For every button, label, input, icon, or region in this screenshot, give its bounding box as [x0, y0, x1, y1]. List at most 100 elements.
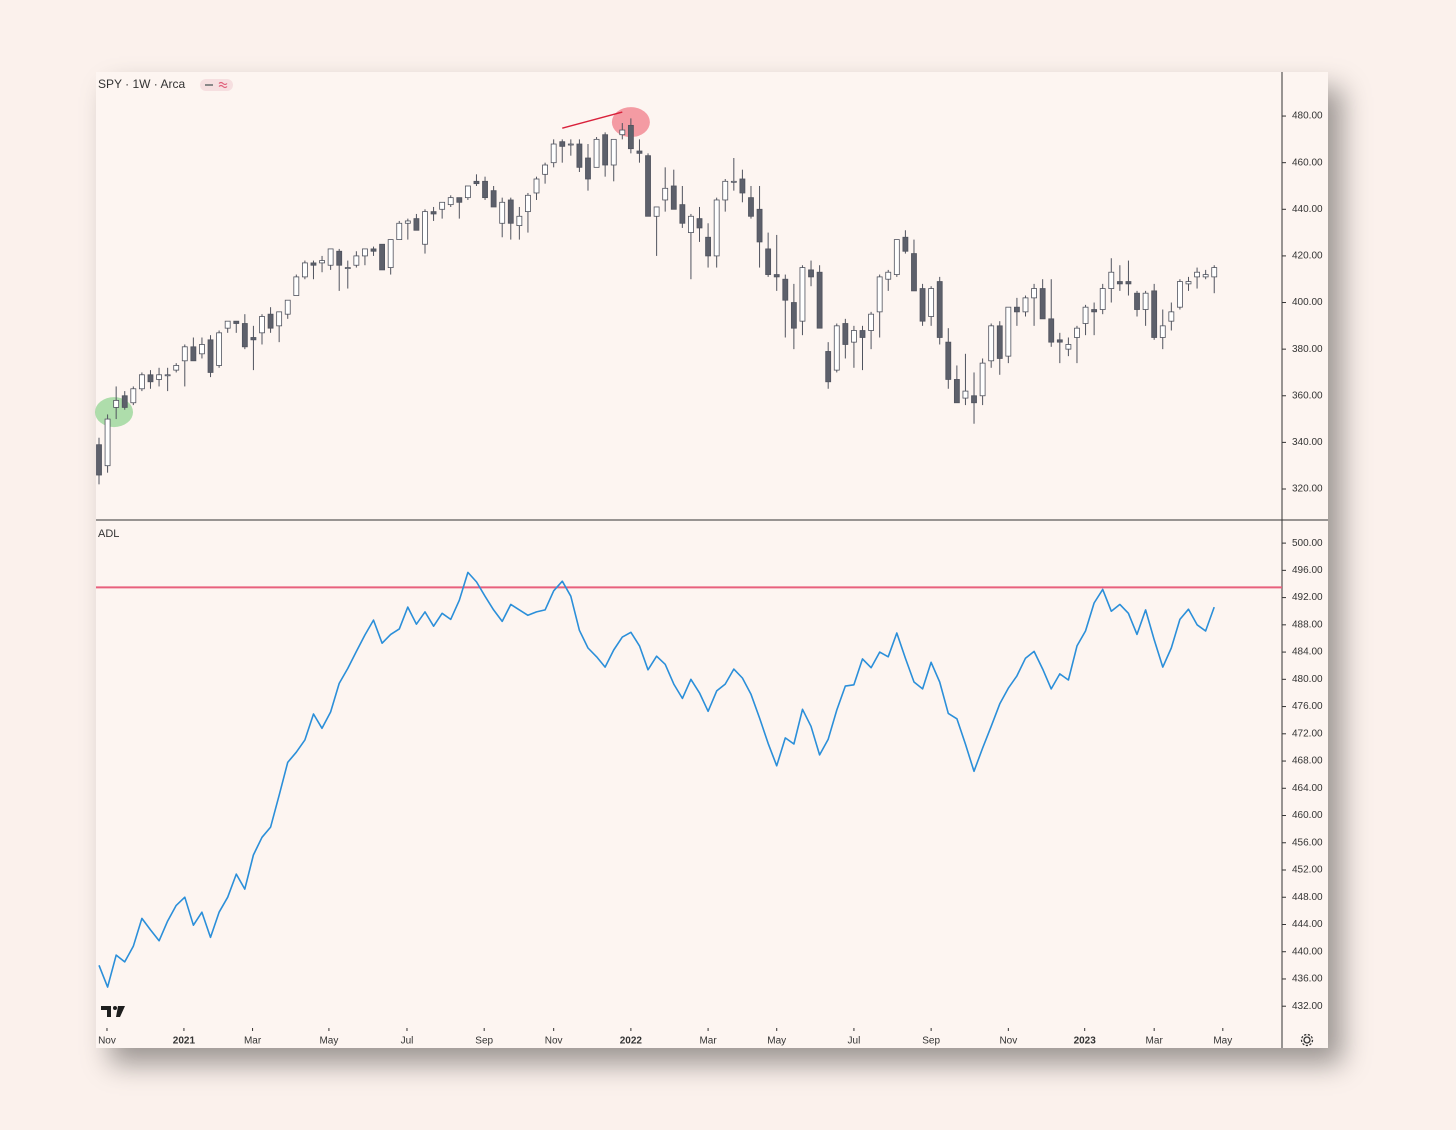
candle-body	[422, 211, 428, 245]
candle-body	[713, 199, 720, 257]
candle-body	[1031, 288, 1037, 299]
y-tick-label: 468.00	[1292, 756, 1323, 767]
candle-body	[344, 267, 351, 269]
candle-body	[799, 267, 806, 322]
candle-body	[499, 201, 506, 224]
x-tick-label: Jul	[401, 1036, 414, 1047]
x-tick-label: May	[319, 1036, 338, 1047]
candle-body	[911, 253, 917, 292]
candle-body	[104, 418, 111, 467]
y-tick-label: 436.00	[1292, 974, 1323, 985]
candle-body	[893, 239, 900, 275]
candle-body	[439, 201, 446, 210]
candle-body	[670, 185, 677, 210]
candle-body	[602, 134, 609, 166]
candle-body	[842, 323, 849, 345]
legend-badge	[200, 79, 233, 91]
candle-body	[336, 250, 343, 266]
candle-body	[825, 351, 832, 383]
candle-body	[173, 365, 180, 371]
candle-body	[276, 311, 283, 327]
candle-body	[516, 215, 523, 227]
candle-body	[216, 332, 223, 366]
y-tick-label: 448.00	[1292, 892, 1323, 903]
y-tick-label: 480.00	[1292, 111, 1323, 122]
x-tick-label: Jul	[848, 1036, 861, 1047]
candle-body	[1202, 274, 1209, 278]
candle-body	[550, 143, 557, 164]
candle-body	[490, 190, 497, 208]
x-tick-label: 2021	[173, 1036, 196, 1047]
candle-body	[945, 341, 952, 380]
pane-title: ADL	[98, 528, 119, 540]
settings-icon[interactable]	[1300, 1033, 1314, 1047]
candle-body	[730, 180, 737, 183]
y-tick-label: 340.00	[1292, 437, 1323, 448]
candle-body	[233, 320, 240, 324]
candle-body	[748, 197, 754, 217]
candle-body	[782, 278, 789, 301]
candle-body	[464, 185, 471, 199]
candle-body	[1074, 327, 1080, 338]
candle-body	[868, 313, 874, 331]
candle-body	[1091, 309, 1098, 313]
x-tick-label: 2023	[1074, 1036, 1097, 1047]
candle-body	[722, 180, 729, 201]
plot-line	[96, 571, 1282, 988]
candle-body	[207, 339, 214, 373]
candle-body	[199, 344, 205, 355]
tradingview-logo	[101, 1006, 125, 1017]
candle-body	[1134, 292, 1140, 310]
candle-body	[1108, 271, 1115, 289]
candle-body	[739, 178, 746, 194]
y-tick-label: 492.00	[1292, 592, 1323, 603]
y-tick-label: 360.00	[1292, 390, 1323, 401]
x-tick-label: May	[767, 1036, 786, 1047]
candle-body	[1185, 281, 1192, 285]
candle-body	[267, 313, 274, 329]
candle-body	[1194, 271, 1200, 278]
y-tick-label: 400.00	[1292, 297, 1323, 308]
candle-body	[885, 271, 892, 280]
candle-body	[1125, 281, 1132, 285]
candle-body	[130, 388, 137, 404]
y-tick-label: 440.00	[1292, 204, 1323, 215]
y-tick-label: 440.00	[1292, 946, 1323, 957]
candle-body	[310, 262, 317, 266]
y-tick-label: 480.00	[1292, 674, 1323, 685]
candle-body	[696, 218, 703, 229]
y-tick-label: 456.00	[1292, 837, 1323, 848]
candle-body	[902, 236, 909, 252]
y-tick-label: 444.00	[1292, 919, 1323, 930]
candle-body	[979, 362, 986, 397]
candle-body	[456, 197, 463, 203]
badge-icon	[218, 81, 228, 89]
chart-title: SPY · 1W · Arca	[98, 77, 185, 91]
candle-body	[1065, 344, 1072, 350]
candle-body	[121, 395, 128, 408]
candle-body	[379, 243, 385, 271]
candle-body	[241, 323, 248, 348]
candle-body	[851, 330, 857, 343]
y-tick-label: 484.00	[1292, 647, 1323, 658]
candle-body	[404, 220, 411, 224]
candle-body	[765, 248, 772, 275]
candle-body	[567, 143, 574, 146]
candle-body	[559, 141, 566, 147]
y-tick-label: 460.00	[1292, 810, 1323, 821]
candle-body	[876, 276, 883, 313]
candle-body	[610, 138, 617, 166]
candle-body	[1014, 306, 1020, 313]
y-tick-label: 500.00	[1292, 538, 1323, 549]
candle-body	[1022, 297, 1029, 313]
y-tick-label: 496.00	[1292, 565, 1323, 576]
candle-body	[370, 248, 377, 252]
candle-body	[1151, 290, 1158, 338]
candle-body	[816, 271, 823, 329]
x-tick-label: Nov	[999, 1036, 1017, 1047]
candle-body	[387, 239, 394, 268]
y-tick-label: 432.00	[1292, 1001, 1323, 1012]
candle-body	[576, 143, 583, 168]
candle-body	[413, 218, 420, 231]
